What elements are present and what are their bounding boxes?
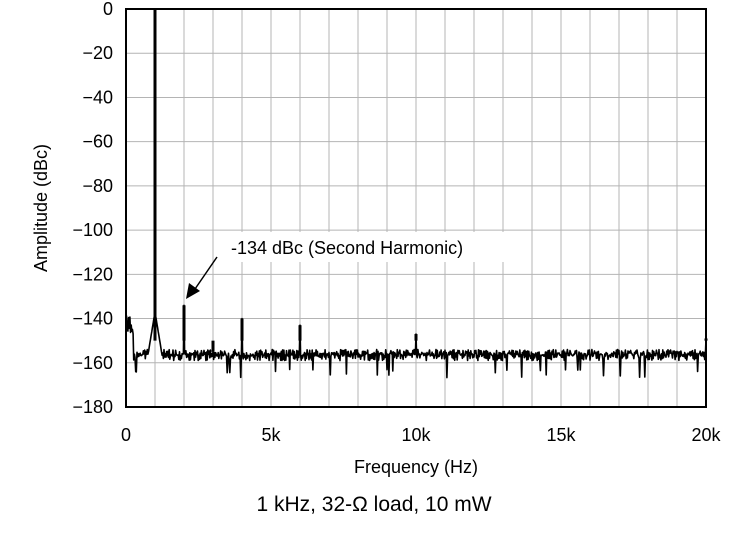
- y-tick-label: −140: [72, 309, 113, 329]
- annotation-arrow-line: [194, 256, 218, 290]
- annotation-box: [224, 232, 514, 262]
- y-axis-ticks: 0 −20 −40 −60 −80 −100 −120 −140 −160 −180: [72, 0, 113, 417]
- y-tick-label: −120: [72, 264, 113, 284]
- plot-frame: [125, 8, 707, 408]
- annotation-arrowhead: [186, 283, 200, 299]
- chart-caption: 1 kHz, 32-Ω load, 10 mW: [256, 493, 491, 516]
- y-tick-label: −60: [82, 132, 113, 152]
- x-tick-label: 10k: [401, 425, 431, 445]
- x-tick-label: 20k: [691, 425, 721, 445]
- annotation: -134 dBc (Second Harmonic): [186, 232, 514, 299]
- y-tick-label: −160: [72, 353, 113, 373]
- spectrum-line: [125, 8, 707, 379]
- x-tick-label: 5k: [261, 425, 281, 445]
- x-axis-title: Frequency (Hz): [354, 457, 478, 477]
- grid: [126, 9, 706, 407]
- x-axis-ticks: 0 5k 10k 15k 20k: [121, 425, 722, 445]
- y-tick-label: 0: [103, 0, 113, 19]
- y-tick-label: −20: [82, 43, 113, 63]
- y-tick-label: −80: [82, 176, 113, 196]
- x-tick-label: 15k: [546, 425, 576, 445]
- y-tick-label: −100: [72, 220, 113, 240]
- annotation-label: -134 dBc (Second Harmonic): [231, 238, 463, 258]
- y-axis-title: Amplitude (dBc): [31, 144, 51, 272]
- y-tick-label: −180: [72, 397, 113, 417]
- x-tick-label: 0: [121, 425, 131, 445]
- y-tick-label: −40: [82, 87, 113, 107]
